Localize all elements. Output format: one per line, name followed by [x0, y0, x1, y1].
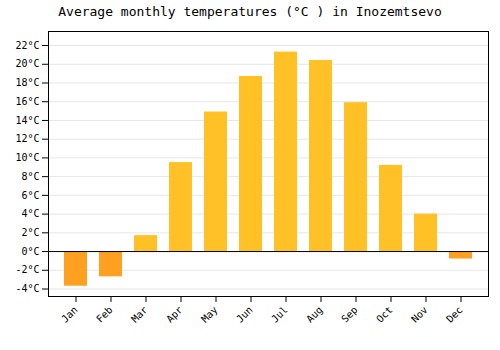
svg-text:14°C: 14°C	[15, 115, 39, 126]
svg-text:20°C: 20°C	[15, 58, 39, 69]
svg-text:Aug: Aug	[304, 304, 325, 325]
svg-text:Oct: Oct	[374, 304, 395, 325]
svg-text:10°C: 10°C	[15, 152, 39, 163]
svg-text:12°C: 12°C	[15, 133, 39, 144]
svg-text:16°C: 16°C	[15, 96, 39, 107]
svg-text:Feb: Feb	[94, 304, 115, 325]
svg-text:2°C: 2°C	[21, 227, 39, 238]
svg-text:Jun: Jun	[234, 304, 255, 325]
svg-text:Jan: Jan	[59, 304, 80, 325]
svg-text:-4°C: -4°C	[15, 283, 39, 294]
svg-text:Mar: Mar	[129, 304, 150, 325]
html-text:Average monthly temperatures (: Average monthly temperatures (°C ) in In…	[58, 4, 442, 19]
svg-text:8°C: 8°C	[21, 171, 39, 182]
svg-text:Nov: Nov	[409, 304, 430, 325]
svg-text:Dec: Dec	[444, 304, 465, 325]
svg-text:22°C: 22°C	[15, 40, 39, 51]
svg-text:0°C: 0°C	[21, 246, 39, 257]
svg-text:Sep: Sep	[339, 304, 360, 325]
svg-text:Apr: Apr	[164, 304, 185, 325]
svg-text:Jul: Jul	[269, 304, 290, 325]
svg-text:4°C: 4°C	[21, 208, 39, 219]
svg-text:-2°C: -2°C	[15, 264, 39, 275]
svg-text:May: May	[199, 304, 220, 325]
svg-text:6°C: 6°C	[21, 190, 39, 201]
svg-text:18°C: 18°C	[15, 77, 39, 88]
